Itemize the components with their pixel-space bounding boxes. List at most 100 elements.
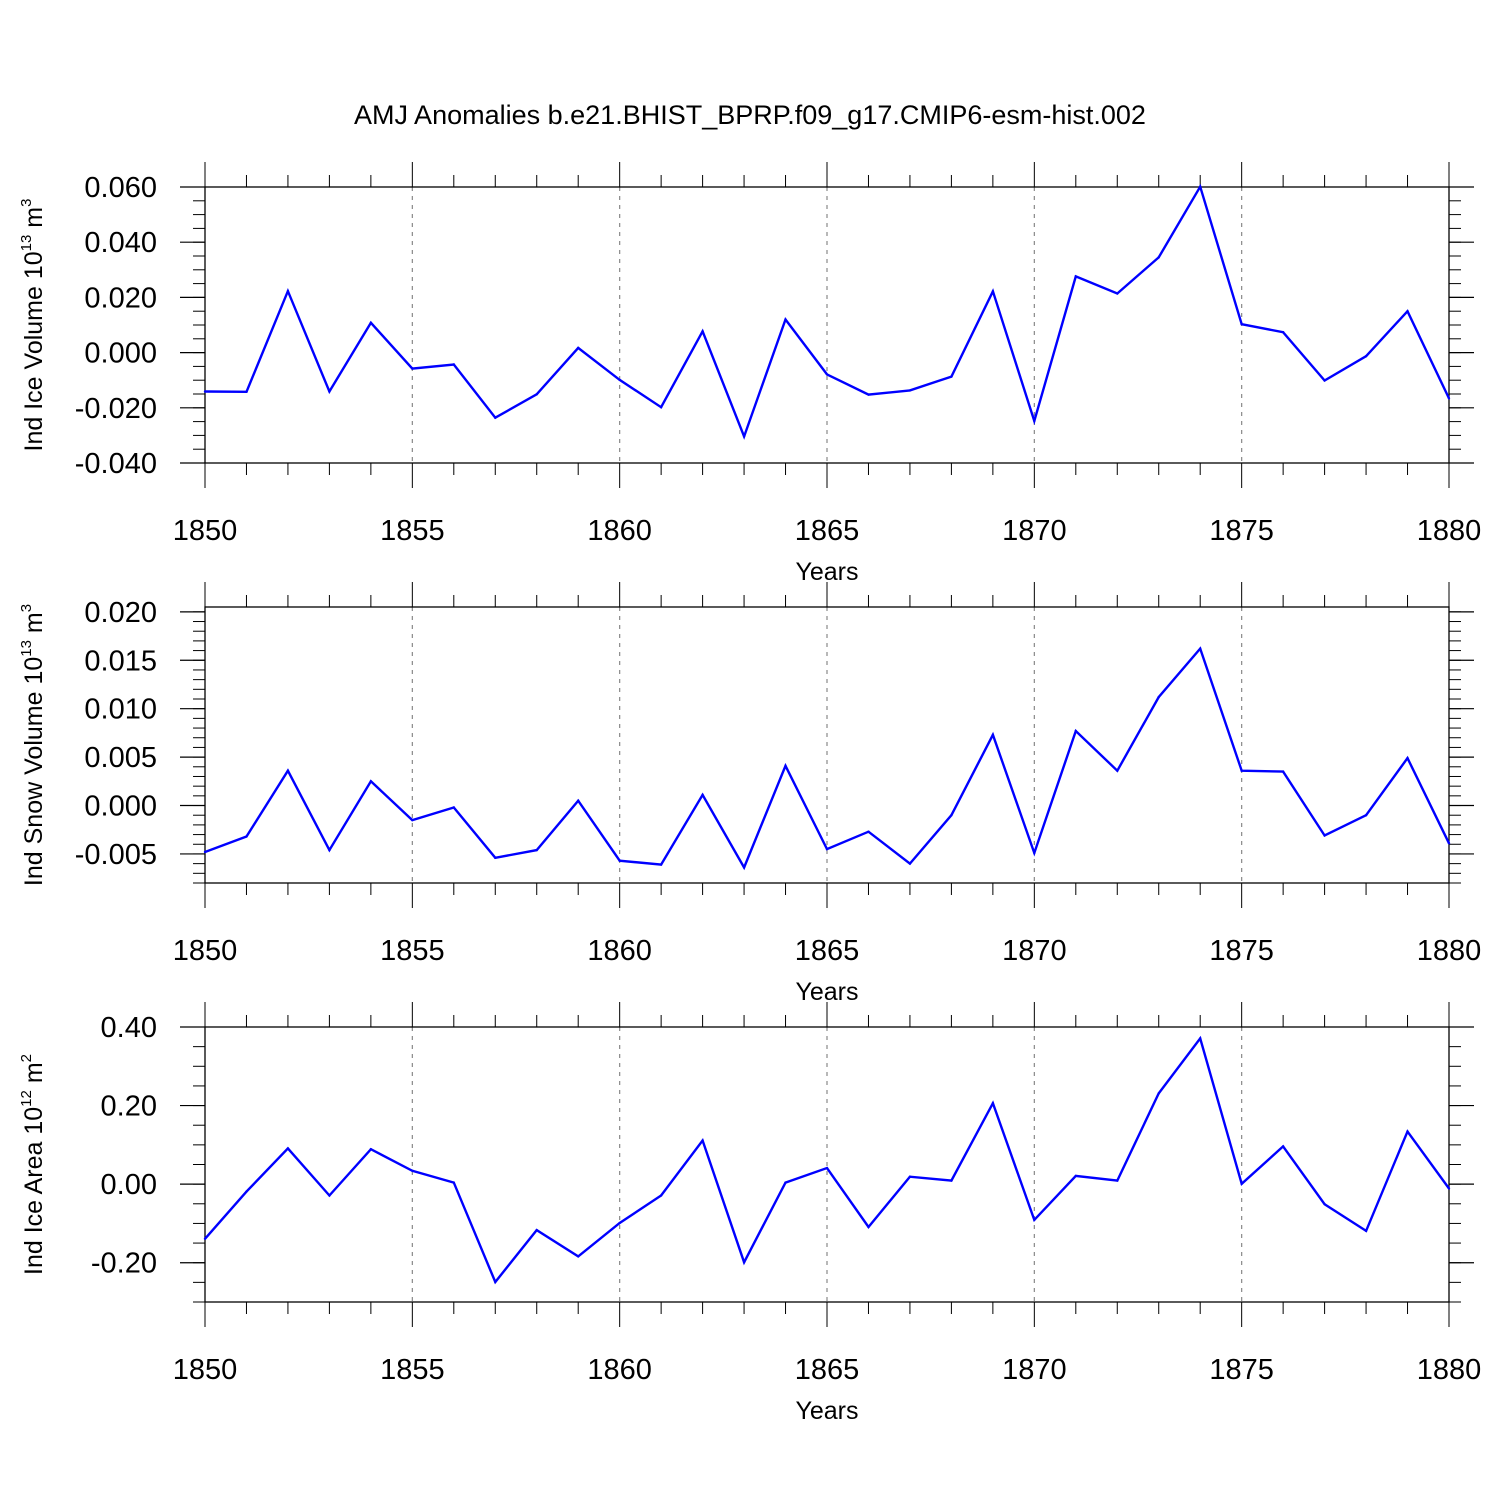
y-axis-title: Ind Snow Volume 1013 m3 <box>18 604 48 886</box>
data-point <box>1199 647 1202 650</box>
data-point <box>452 363 455 366</box>
data-point <box>1447 397 1451 400</box>
data-point <box>245 835 248 838</box>
chart-panel-3: 0.40 0.20 0.00 -0.20 1850 1855 1860 1865 1870 187… <box>18 1002 1481 1425</box>
data-point <box>1240 1182 1243 1185</box>
chart-panel-1: 0.060 0.040 0.020 0.000 -0.020 -0.040 1850 1855… <box>18 162 1481 586</box>
data-point <box>1406 310 1409 313</box>
data-point <box>659 1194 663 1197</box>
chart-panel-2: 0.020 0.015 0.010 0.005 0.000 -0.005 1850 1855 1… <box>18 582 1481 1006</box>
y-tick-label: 0.020 <box>84 282 157 314</box>
data-point <box>452 1181 455 1184</box>
data-point <box>577 346 580 350</box>
data-point <box>245 390 248 393</box>
x-tick-label: 1860 <box>587 515 652 547</box>
x-tick-label: 1865 <box>795 515 860 547</box>
data-point <box>1323 379 1326 382</box>
y-tick-label: 0.000 <box>84 791 157 823</box>
x-tick-label: 1880 <box>1417 515 1482 547</box>
data-point <box>1199 185 1202 188</box>
y-tick-label: -0.005 <box>75 839 157 871</box>
data-point <box>369 321 373 324</box>
y-tick-label: 0.060 <box>84 172 157 204</box>
x-tick-label: 1850 <box>173 935 238 967</box>
data-point <box>1406 756 1409 760</box>
data-point <box>1364 354 1368 358</box>
data-point <box>784 318 787 321</box>
data-point <box>328 390 331 393</box>
data-point <box>1074 275 1078 278</box>
data-point <box>328 848 331 852</box>
data-point <box>1240 769 1243 772</box>
data-point <box>1406 1130 1409 1133</box>
data-point <box>411 367 414 370</box>
x-tick-label: 1860 <box>587 935 652 967</box>
y-axis-title: Ind Ice Volume 1013 m3 <box>18 199 48 452</box>
data-point <box>742 435 746 438</box>
data-point <box>825 1166 829 1170</box>
x-tick-label: 1850 <box>173 515 238 547</box>
data-point <box>867 1225 870 1229</box>
x-tick-label: 1870 <box>1002 515 1067 547</box>
data-point <box>950 375 953 378</box>
x-tick-label: 1855 <box>380 1354 445 1386</box>
x-tick-label: 1870 <box>1002 1354 1067 1386</box>
y-tick-label: 0.00 <box>101 1169 157 1201</box>
x-tick-label: 1860 <box>587 1354 652 1386</box>
data-point <box>1033 851 1036 855</box>
x-tick-label: 1855 <box>380 935 445 967</box>
data-point <box>701 1139 704 1142</box>
data-point <box>908 862 912 865</box>
data-point <box>1281 1145 1285 1148</box>
y-tick-label: 0.020 <box>84 597 157 629</box>
data-point <box>618 378 621 382</box>
data-point <box>908 389 912 392</box>
data-point <box>1116 1179 1119 1182</box>
x-tick-label: 1880 <box>1417 935 1482 967</box>
data-point <box>618 859 621 862</box>
data-point <box>1033 419 1036 423</box>
data-point <box>1323 834 1326 837</box>
data-point <box>369 1147 373 1151</box>
y-tick-label: 0.015 <box>84 645 157 677</box>
data-point <box>1033 1218 1036 1222</box>
data-point <box>286 769 290 772</box>
data-point <box>535 848 538 852</box>
data-point <box>203 850 207 854</box>
data-point <box>535 1228 538 1232</box>
data-point <box>369 780 373 783</box>
data-point <box>1281 330 1285 334</box>
data-point <box>494 1280 497 1284</box>
data-point <box>1364 814 1368 817</box>
y-tick-label: 0.000 <box>84 338 157 370</box>
data-point <box>245 1190 248 1193</box>
data-point <box>825 847 829 851</box>
y-tick-label: 0.20 <box>101 1091 157 1123</box>
data-point <box>328 1194 331 1197</box>
data-point <box>1281 770 1285 773</box>
y-tick-label: 0.005 <box>84 742 157 774</box>
data-point <box>577 1255 580 1258</box>
data-point <box>1074 1174 1078 1178</box>
x-tick-label: 1875 <box>1209 1354 1274 1386</box>
data-point <box>203 1237 207 1240</box>
x-tick-label: 1875 <box>1209 935 1274 967</box>
data-point <box>784 764 787 768</box>
data-point <box>618 1221 621 1225</box>
y-tick-label: -0.020 <box>75 393 157 425</box>
chart-title: AMJ Anomalies b.e21.BHIST_BPRP.f09_g17.C… <box>354 100 1146 130</box>
data-point <box>867 830 870 833</box>
data-point <box>701 330 704 333</box>
data-point <box>286 1147 290 1150</box>
x-tick-label: 1865 <box>795 1354 860 1386</box>
x-tick-label: 1865 <box>795 935 860 967</box>
data-point <box>1323 1202 1326 1206</box>
x-tick-label: 1850 <box>173 1354 238 1386</box>
x-tick-label: 1880 <box>1417 1354 1482 1386</box>
data-point <box>701 793 704 797</box>
data-point <box>742 866 746 869</box>
y-axis-title: Ind Ice Area 1012 m2 <box>18 1054 48 1275</box>
x-tick-label: 1875 <box>1209 515 1274 547</box>
data-point <box>1116 292 1119 295</box>
data-point <box>577 799 580 802</box>
